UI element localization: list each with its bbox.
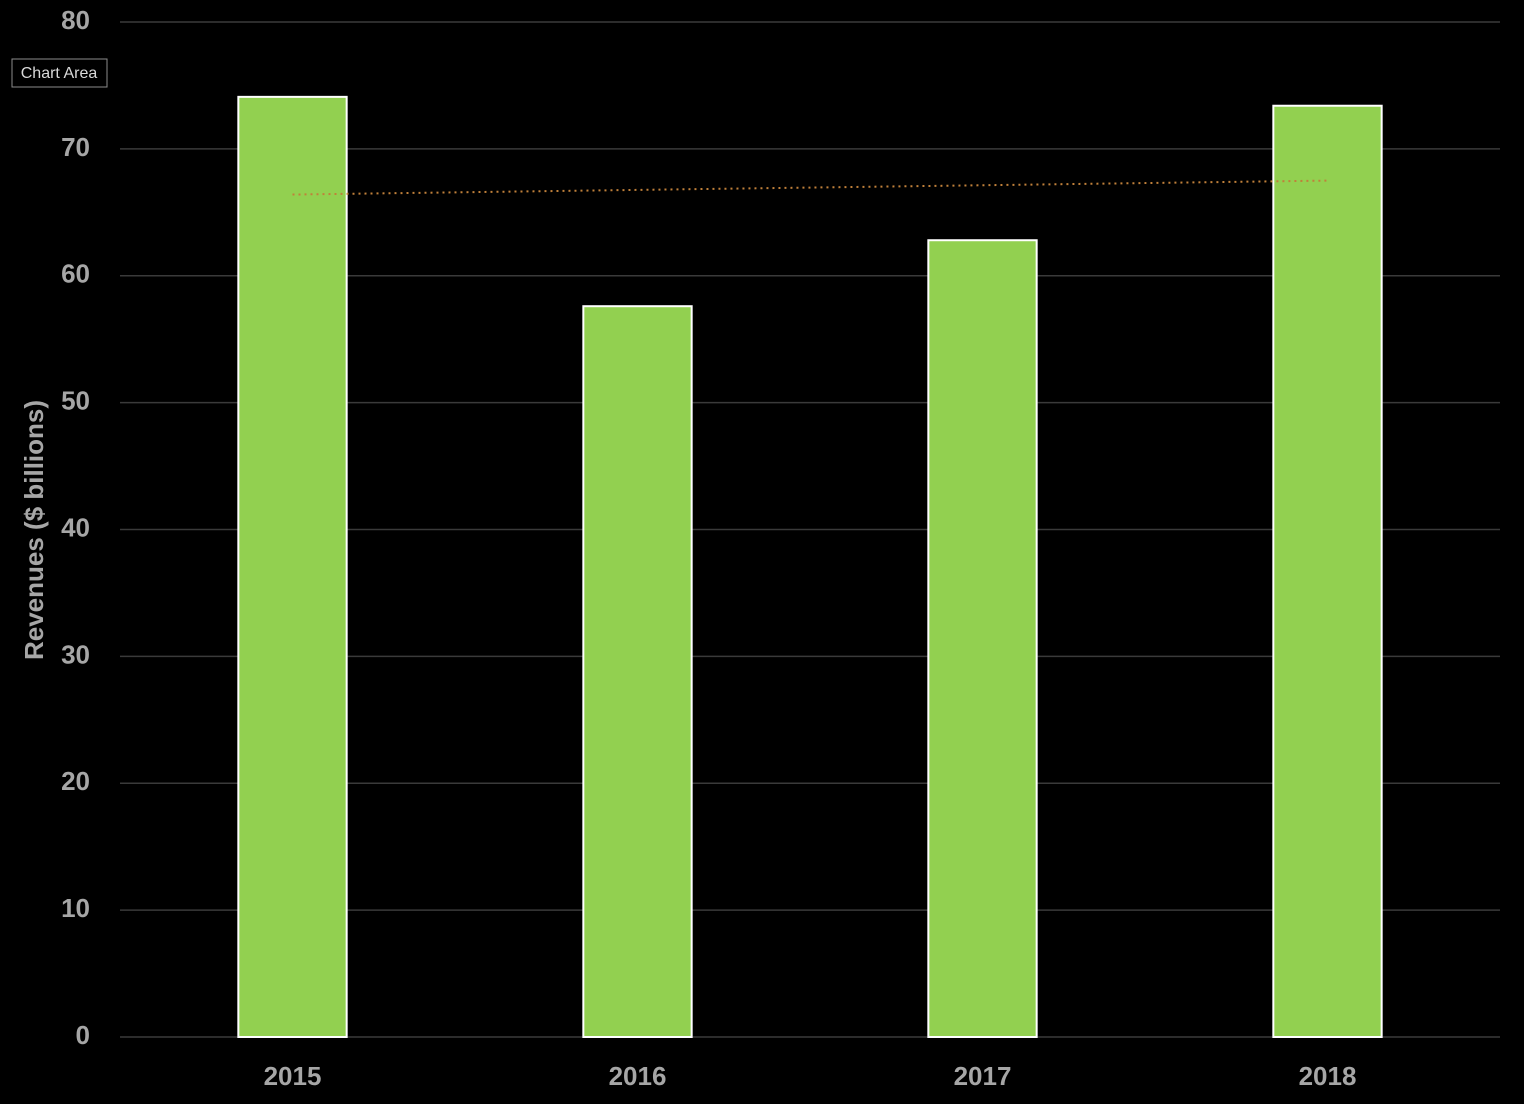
bar <box>927 239 1038 1039</box>
bar <box>237 95 348 1038</box>
bar <box>1272 104 1383 1039</box>
y-tick-label: 0 <box>76 1020 90 1050</box>
tooltip-box <box>11 58 108 88</box>
x-tick-label: 2017 <box>954 1061 1012 1091</box>
x-tick-label: 2015 <box>264 1061 322 1091</box>
x-tick-label: 2016 <box>609 1061 667 1091</box>
y-tick-label: 50 <box>61 386 90 416</box>
bar <box>582 305 693 1038</box>
y-axis-label: Revenues ($ billions) <box>19 400 49 660</box>
trendline <box>292 179 1328 196</box>
y-tick-label: 80 <box>61 5 90 35</box>
y-tick-label: 60 <box>61 259 90 289</box>
tooltip: Chart Area <box>11 58 108 88</box>
x-tick-label: 2018 <box>1299 1061 1357 1091</box>
y-tick-label: 10 <box>61 893 90 923</box>
y-tick-label: 70 <box>61 132 90 162</box>
y-tick-label: 30 <box>61 639 90 669</box>
y-tick-label: 20 <box>61 766 90 796</box>
tooltip-text: Chart Area <box>21 65 98 82</box>
y-tick-label: 40 <box>61 512 90 542</box>
